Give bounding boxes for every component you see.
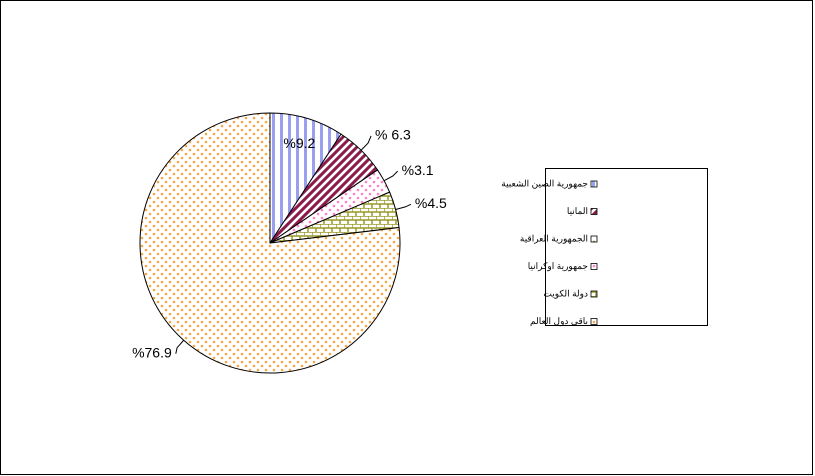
legend-swatch	[590, 263, 598, 270]
legend-swatch	[590, 318, 598, 325]
legend-label: جمهورية الصين الشعبية	[501, 178, 588, 189]
pie-slice	[139, 112, 401, 374]
data-label: %9.2	[283, 135, 315, 151]
leader-line	[383, 170, 399, 182]
legend-label: المانيا	[567, 206, 588, 216]
legend-label: الجمهورية العراقية	[520, 233, 588, 244]
legend-swatch	[590, 290, 598, 298]
legend-label: جمهورية اوكرانيا	[528, 261, 588, 272]
legend-box	[545, 168, 708, 326]
data-label: % 6.3	[375, 127, 411, 143]
leader-line	[395, 203, 412, 210]
legend-swatch	[590, 180, 598, 188]
data-label: %3.1	[402, 162, 434, 178]
data-label: %4.5	[415, 195, 447, 211]
leader-line	[360, 135, 372, 151]
legend-swatch	[590, 208, 598, 215]
leader-line	[175, 339, 185, 354]
data-label: %76.9	[132, 344, 172, 360]
legend-swatch	[590, 235, 598, 243]
legend-label: دولة الكويت	[543, 288, 588, 299]
legend-label: باقى دول العالم	[530, 316, 588, 327]
